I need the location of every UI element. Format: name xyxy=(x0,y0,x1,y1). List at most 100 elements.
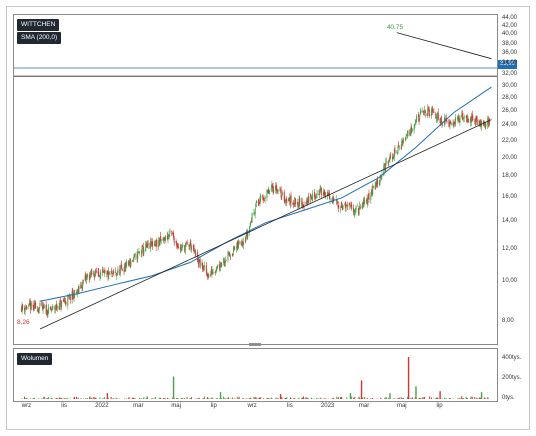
candle-body xyxy=(80,284,82,289)
candle-body xyxy=(327,191,329,197)
candle-body xyxy=(479,120,481,125)
candle-body xyxy=(94,274,96,278)
candle-body xyxy=(56,307,58,309)
volume-bar xyxy=(134,398,136,399)
candle-body xyxy=(340,205,342,208)
candle-body xyxy=(78,286,80,293)
volume-bar xyxy=(394,398,396,399)
candle-body xyxy=(142,245,144,247)
candle-body xyxy=(132,258,134,260)
volume-bar xyxy=(43,396,45,399)
price-tick-label: 38,00 xyxy=(502,40,518,47)
candle-body xyxy=(90,270,92,275)
candle-body xyxy=(95,269,97,275)
volume-bar xyxy=(310,397,312,399)
legend-sma[interactable]: SMA (200,0) xyxy=(17,32,62,44)
candle-body xyxy=(357,207,359,214)
volume-bar xyxy=(93,396,95,399)
candle-body xyxy=(387,161,389,163)
candle-body xyxy=(160,239,162,242)
candle-body xyxy=(362,203,364,207)
volume-bar xyxy=(94,397,96,399)
candle-body xyxy=(72,290,74,297)
volume-bar xyxy=(152,398,154,399)
volume-bar xyxy=(236,396,238,399)
candle-body xyxy=(437,112,439,119)
candle-body xyxy=(288,198,290,202)
volume-bar xyxy=(147,396,149,399)
volume-bar xyxy=(267,398,269,399)
volume-bar xyxy=(225,398,227,399)
candle-body xyxy=(249,222,251,226)
volume-bar xyxy=(341,397,343,399)
candle-body xyxy=(470,117,472,121)
candle-body xyxy=(59,302,61,310)
volume-bar xyxy=(406,396,408,399)
price-tick-label: 16,00 xyxy=(502,194,518,201)
candle-body xyxy=(215,268,217,271)
legend-symbol[interactable]: WITTCHEN xyxy=(17,19,60,31)
candle-body xyxy=(177,245,179,249)
volume-bar xyxy=(25,398,27,399)
candle-body xyxy=(30,304,32,311)
candle-body xyxy=(35,303,37,308)
candle-body xyxy=(240,242,242,244)
volume-bar xyxy=(223,396,225,399)
candle-body xyxy=(241,243,243,246)
volume-spike-bar xyxy=(415,386,417,399)
candle-body xyxy=(446,120,448,123)
volume-bar xyxy=(424,396,426,399)
volume-bar xyxy=(74,396,76,399)
volume-bar xyxy=(402,398,404,399)
candle-body xyxy=(163,237,165,242)
candle-body xyxy=(152,241,154,247)
candle-body xyxy=(41,305,43,309)
volume-bar xyxy=(61,397,63,399)
volume-bar xyxy=(466,398,468,399)
candle-body xyxy=(349,204,351,205)
candle-body xyxy=(153,244,155,246)
volume-bar xyxy=(448,398,450,399)
candle-body xyxy=(385,160,387,162)
candle-body xyxy=(306,200,308,203)
price-panel[interactable]: WITTCHEN SMA (200,0) 40,75 8,26 xyxy=(13,14,498,345)
candle-body xyxy=(233,247,235,253)
time-axis: wrz lis 2022 mar maj lip wrz lis 2023 mar maj lip xyxy=(13,403,496,413)
volume-bar xyxy=(51,397,53,399)
volume-bar xyxy=(227,397,229,399)
candle-body xyxy=(422,110,424,113)
volume-bar xyxy=(289,397,291,399)
candle-body xyxy=(420,110,422,113)
candle-body xyxy=(266,189,268,199)
volume-bar xyxy=(249,398,251,399)
candle-body xyxy=(417,114,419,118)
candle-body xyxy=(329,198,331,201)
candle-body xyxy=(314,192,316,198)
candle-body xyxy=(179,246,181,250)
candle-body xyxy=(463,117,465,119)
candle-body xyxy=(376,179,378,185)
volume-bar xyxy=(401,398,403,399)
candle-body xyxy=(81,286,83,288)
price-tick-label: 28,00 xyxy=(502,94,518,101)
candle-body xyxy=(238,241,240,243)
candle-body xyxy=(286,199,288,203)
candle-body xyxy=(323,190,325,196)
volume-bar xyxy=(113,398,115,399)
candle-body xyxy=(384,164,386,171)
candle-body xyxy=(476,119,478,125)
candle-body xyxy=(351,204,353,209)
candle-body xyxy=(320,187,322,195)
candle-body xyxy=(298,199,300,208)
panel-splitter[interactable] xyxy=(248,343,262,346)
candle-body xyxy=(383,163,385,165)
candle-body xyxy=(197,260,199,264)
candle-body xyxy=(479,120,481,127)
volume-panel[interactable]: Wolumen xyxy=(13,348,498,402)
candle-body xyxy=(64,300,66,302)
candle-body xyxy=(371,188,373,195)
volume-bar xyxy=(469,398,471,399)
legend-volume[interactable]: Wolumen xyxy=(17,353,53,365)
candle-body xyxy=(411,129,413,132)
candle-body xyxy=(353,212,355,214)
